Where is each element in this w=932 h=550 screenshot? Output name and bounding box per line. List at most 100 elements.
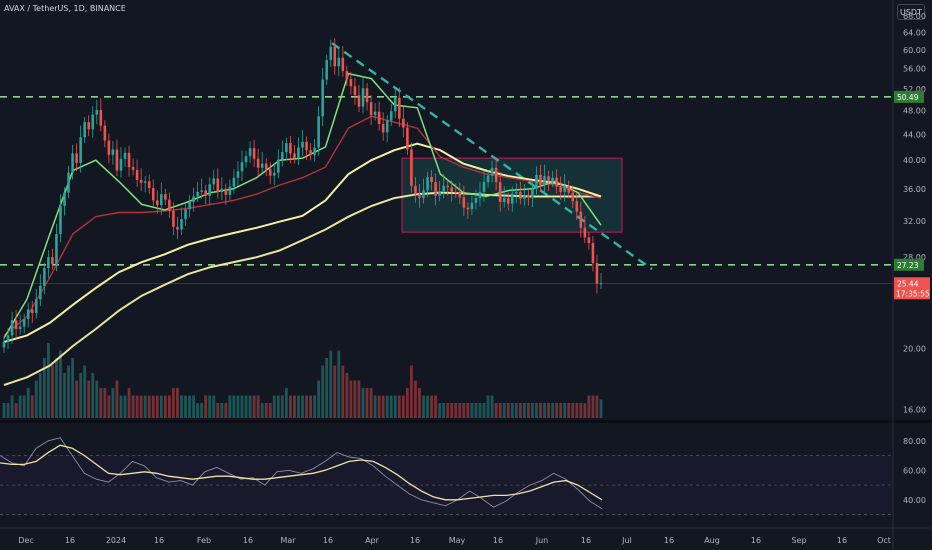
volume-bar	[155, 395, 159, 418]
level-badge-lower: 27.23	[897, 261, 919, 270]
price-tick-label: 36.00	[903, 185, 926, 194]
candle-body	[252, 148, 256, 159]
ma-100-line	[3, 142, 602, 343]
candle-body	[10, 320, 14, 336]
volume-bar	[482, 403, 486, 418]
volume-bar	[252, 395, 256, 418]
candle-body	[535, 174, 538, 189]
candle-body	[345, 71, 349, 80]
moving-averages	[3, 72, 602, 386]
volume-bar	[410, 365, 413, 418]
candle-body	[406, 127, 409, 150]
volume-bar	[309, 395, 312, 418]
volume-bar	[284, 388, 288, 418]
candle-body	[369, 102, 373, 116]
volume-bar	[333, 365, 337, 418]
volume-bar	[426, 395, 429, 418]
price-tick-label: 68.00	[903, 12, 926, 21]
volume-bar	[514, 403, 518, 418]
time-tick-label: Apr	[365, 536, 380, 545]
volume-bar	[6, 403, 10, 418]
price-tick-label: 44.00	[903, 130, 926, 139]
volume-bar	[305, 395, 308, 418]
last-price-value: 25.44	[897, 279, 919, 288]
volume-bar	[583, 403, 587, 418]
candle-body	[591, 242, 595, 264]
rsi-tick-label: 40.00	[903, 496, 926, 505]
candle-body	[571, 192, 575, 202]
candle-body	[79, 137, 82, 163]
ema-20-line	[3, 72, 602, 339]
volume-bar	[46, 343, 50, 418]
volume-bar	[389, 395, 393, 418]
candle-body	[377, 111, 381, 124]
price-tick-label: 48.00	[903, 107, 926, 116]
candle-body	[2, 341, 6, 348]
volume-bar	[414, 380, 417, 418]
volume-bar	[87, 380, 91, 418]
time-tick-label: 16	[493, 536, 503, 545]
volume-bar	[353, 380, 357, 418]
volume-bar	[381, 395, 385, 418]
volume-bar	[200, 403, 204, 418]
volume-bar	[587, 395, 591, 418]
volume-bar	[518, 403, 522, 418]
volume-bar	[26, 388, 30, 418]
candle-body	[293, 153, 296, 159]
candle-body	[450, 187, 454, 192]
candle-body	[228, 186, 232, 195]
candle-body	[414, 185, 417, 195]
time-tick-label: 16	[410, 536, 420, 545]
candle-body	[59, 205, 62, 234]
volume-bar	[466, 403, 470, 418]
candle-body	[47, 257, 50, 269]
time-tick-label: 16	[154, 536, 164, 545]
volume-bar	[103, 388, 107, 418]
volume-bar	[563, 403, 567, 418]
chart-symbol-title: AVAX / TetherUS, 1D, BINANCE	[4, 4, 126, 13]
candle-body	[260, 163, 264, 168]
candle-body	[147, 181, 151, 189]
volume-bar	[510, 403, 514, 418]
candle-body	[321, 79, 324, 117]
candle-body	[224, 188, 228, 195]
volume-bar	[329, 350, 333, 418]
volume-bar	[127, 388, 131, 418]
volume-bar	[67, 365, 70, 418]
volume-bar	[228, 395, 232, 418]
currency-unit-button[interactable]: USDT	[897, 4, 925, 20]
price-tick-label: 20.00	[903, 345, 926, 354]
volume-bar	[293, 395, 296, 418]
candle-body	[192, 196, 195, 202]
candle-body	[402, 118, 405, 128]
candle-body	[22, 319, 26, 327]
candle-body	[579, 211, 583, 228]
volume-bar	[571, 403, 575, 418]
candle-body	[119, 158, 123, 171]
candle-body	[160, 194, 163, 206]
candle-body	[426, 177, 429, 191]
volume-bar	[547, 403, 550, 418]
candle-body	[373, 111, 377, 116]
volume-bar	[498, 403, 502, 418]
volume-bar	[401, 395, 405, 418]
candle-body	[264, 163, 268, 170]
volume-bar	[591, 395, 595, 418]
price-tick-label: 40.00	[903, 156, 926, 165]
volume-bar	[434, 395, 438, 418]
candle-body	[333, 46, 337, 67]
candle-body	[595, 263, 599, 284]
volume-bar	[95, 380, 99, 418]
volume-bar	[192, 395, 195, 418]
volume-bar	[268, 403, 272, 418]
candle-body	[583, 227, 587, 238]
candle-body	[6, 335, 10, 342]
volume-bar	[256, 395, 260, 418]
volume-bar	[139, 395, 143, 418]
candle-body	[127, 152, 131, 168]
price-tick-label: 32.00	[903, 217, 926, 226]
last-price-badge-bg	[894, 277, 930, 300]
rsi-tick-label: 80.00	[903, 437, 926, 446]
volume-bar	[123, 395, 127, 418]
